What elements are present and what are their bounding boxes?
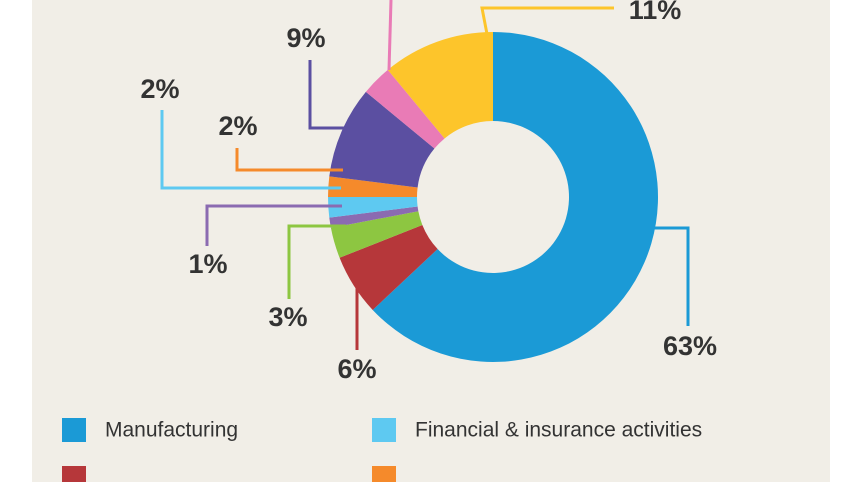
leader-line bbox=[387, 0, 393, 71]
leader-line bbox=[480, 6, 614, 35]
leader-line bbox=[287, 224, 346, 299]
data-label: 3% bbox=[268, 302, 307, 332]
donut-slice bbox=[365, 69, 445, 149]
legend-swatch bbox=[372, 418, 396, 442]
legend-swatch bbox=[62, 466, 86, 482]
leader-line bbox=[205, 204, 342, 246]
legend-swatch bbox=[372, 466, 396, 482]
donut-slice bbox=[328, 176, 418, 197]
donut-slice bbox=[372, 32, 659, 362]
donut-slice bbox=[329, 206, 419, 228]
donut-slice bbox=[339, 224, 438, 310]
donut-slice bbox=[387, 32, 493, 139]
leader-line bbox=[308, 60, 352, 130]
data-label: 2% bbox=[218, 111, 257, 141]
data-label: 11% bbox=[629, 0, 682, 25]
data-label: 6% bbox=[337, 354, 376, 384]
donut-slice bbox=[330, 211, 423, 258]
leader-line bbox=[235, 148, 343, 172]
legend-label: Financial & insurance activities bbox=[415, 419, 702, 442]
legend-swatch bbox=[62, 418, 86, 442]
donut-slice bbox=[329, 91, 435, 188]
legend-label: Manufacturing bbox=[105, 419, 238, 442]
leader-line bbox=[160, 110, 341, 190]
data-label: 9% bbox=[286, 23, 325, 53]
leader-line bbox=[355, 264, 372, 350]
data-label: 63% bbox=[663, 331, 717, 361]
leader-line bbox=[652, 226, 690, 326]
data-label: 2% bbox=[140, 74, 179, 104]
donut-slice bbox=[328, 197, 418, 218]
data-label: 1% bbox=[188, 249, 227, 279]
